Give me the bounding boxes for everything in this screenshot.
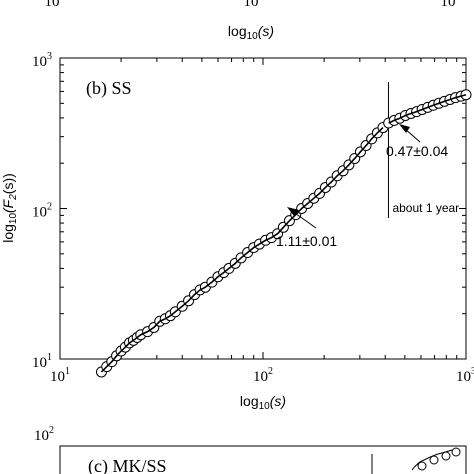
bottom-partial-point [429, 455, 439, 465]
axis-tick-labels: 101 102 103 101 102 103 [32, 51, 474, 385]
main-chart: 101 102 103 101 102 103 about 1 year (b) SS 1… [0, 51, 474, 412]
slope-annotation-2: 0.47±0.04 [386, 143, 448, 159]
y-tick-label: 101 [32, 352, 52, 371]
x-tick-label: 102 [253, 366, 273, 385]
panel-label-b: (b) SS [86, 78, 132, 99]
bottom-plot-frame [59, 445, 467, 474]
fit-lines [100, 93, 467, 373]
top-panel-remnant: 10 10 10 log10(s) [45, 0, 456, 42]
bottom-partial-point [441, 451, 451, 461]
y-tick-label: 103 [32, 51, 52, 70]
y-tick-label: 102 [32, 202, 52, 221]
x-tick-label: 103 [456, 366, 474, 385]
panel-label-c: (c) MK/SS [88, 456, 167, 474]
one-year-marker-label: about 1 year [392, 201, 459, 215]
top-x-tick-label-1: 10 [45, 0, 60, 10]
bottom-partial-point [451, 447, 461, 457]
slope-arrow-2-head [399, 124, 410, 133]
top-x-tick-label-2: 10 [244, 0, 259, 10]
slope-arrow-1-head [287, 207, 299, 216]
fit-line-1 [100, 126, 384, 373]
top-x-axis-label: log10(s) [228, 23, 274, 42]
axis-ticks [59, 57, 467, 360]
fit-line-2 [388, 93, 467, 124]
bottom-partial-point [417, 461, 427, 471]
slope-annotation-1: 1.11±0.01 [276, 233, 337, 249]
top-x-tick-label-3: 10 [441, 0, 456, 10]
slope-arrow-1-shaft [291, 210, 317, 229]
bottom-panel-remnant: 102 (c) MK/SS [34, 425, 467, 474]
bottom-y-tick-label: 102 [34, 425, 54, 444]
y-axis-title: log10(F2(s)) [0, 173, 19, 243]
x-axis-title: log10(s) [240, 393, 286, 412]
x-tick-label: 101 [50, 366, 70, 385]
